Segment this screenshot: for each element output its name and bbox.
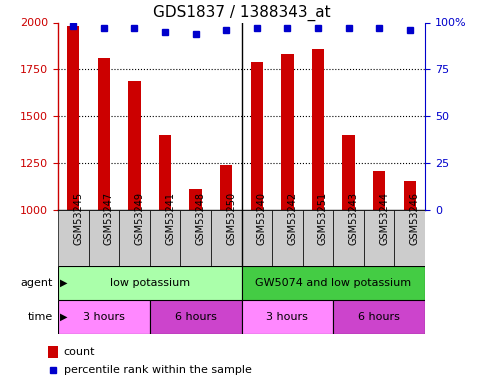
Bar [88,210,119,266]
Bar [67,26,79,210]
Bar [150,300,242,334]
Text: GSM53242: GSM53242 [287,192,298,245]
Text: GSM53250: GSM53250 [226,192,236,245]
Text: GSM53241: GSM53241 [165,192,175,245]
Bar [395,210,425,266]
Text: GSM53248: GSM53248 [196,192,206,245]
Bar [211,210,242,266]
Text: GSM53243: GSM53243 [349,192,358,245]
Text: GSM53244: GSM53244 [379,192,389,245]
Bar [58,210,88,266]
Bar [404,181,416,210]
Bar [333,210,364,266]
Bar [251,62,263,210]
Bar [128,81,141,210]
Bar [180,210,211,266]
Bar [150,210,180,266]
Text: GSM53249: GSM53249 [134,192,144,245]
Text: percentile rank within the sample: percentile rank within the sample [64,365,251,375]
Text: 3 hours: 3 hours [267,312,308,322]
Bar [48,346,58,358]
Bar [272,210,303,266]
Text: GSM53246: GSM53246 [410,192,420,245]
Bar [189,189,202,210]
Bar [312,49,324,210]
Text: 3 hours: 3 hours [83,312,125,322]
Text: GSM53245: GSM53245 [73,192,83,245]
Text: GW5074 and low potassium: GW5074 and low potassium [255,278,412,288]
Title: GDS1837 / 1388343_at: GDS1837 / 1388343_at [153,5,330,21]
Bar [333,300,425,334]
Bar [373,171,385,210]
Text: low potassium: low potassium [110,278,190,288]
Bar [220,165,232,210]
Text: time: time [28,312,53,322]
Bar [58,300,150,334]
Text: 6 hours: 6 hours [358,312,400,322]
Text: ▶: ▶ [60,312,68,322]
Bar [242,300,333,334]
Bar [242,266,425,300]
Text: count: count [64,347,95,357]
Bar [342,135,355,210]
Text: agent: agent [21,278,53,288]
Bar [364,210,395,266]
Text: GSM53240: GSM53240 [257,192,267,245]
Text: GSM53247: GSM53247 [104,192,114,245]
Bar [119,210,150,266]
Bar [98,58,110,210]
Bar [303,210,333,266]
Text: 6 hours: 6 hours [175,312,216,322]
Text: ▶: ▶ [60,278,68,288]
Bar [281,54,294,210]
Text: GSM53251: GSM53251 [318,192,328,245]
Bar [242,210,272,266]
Bar [159,135,171,210]
Bar [58,266,242,300]
